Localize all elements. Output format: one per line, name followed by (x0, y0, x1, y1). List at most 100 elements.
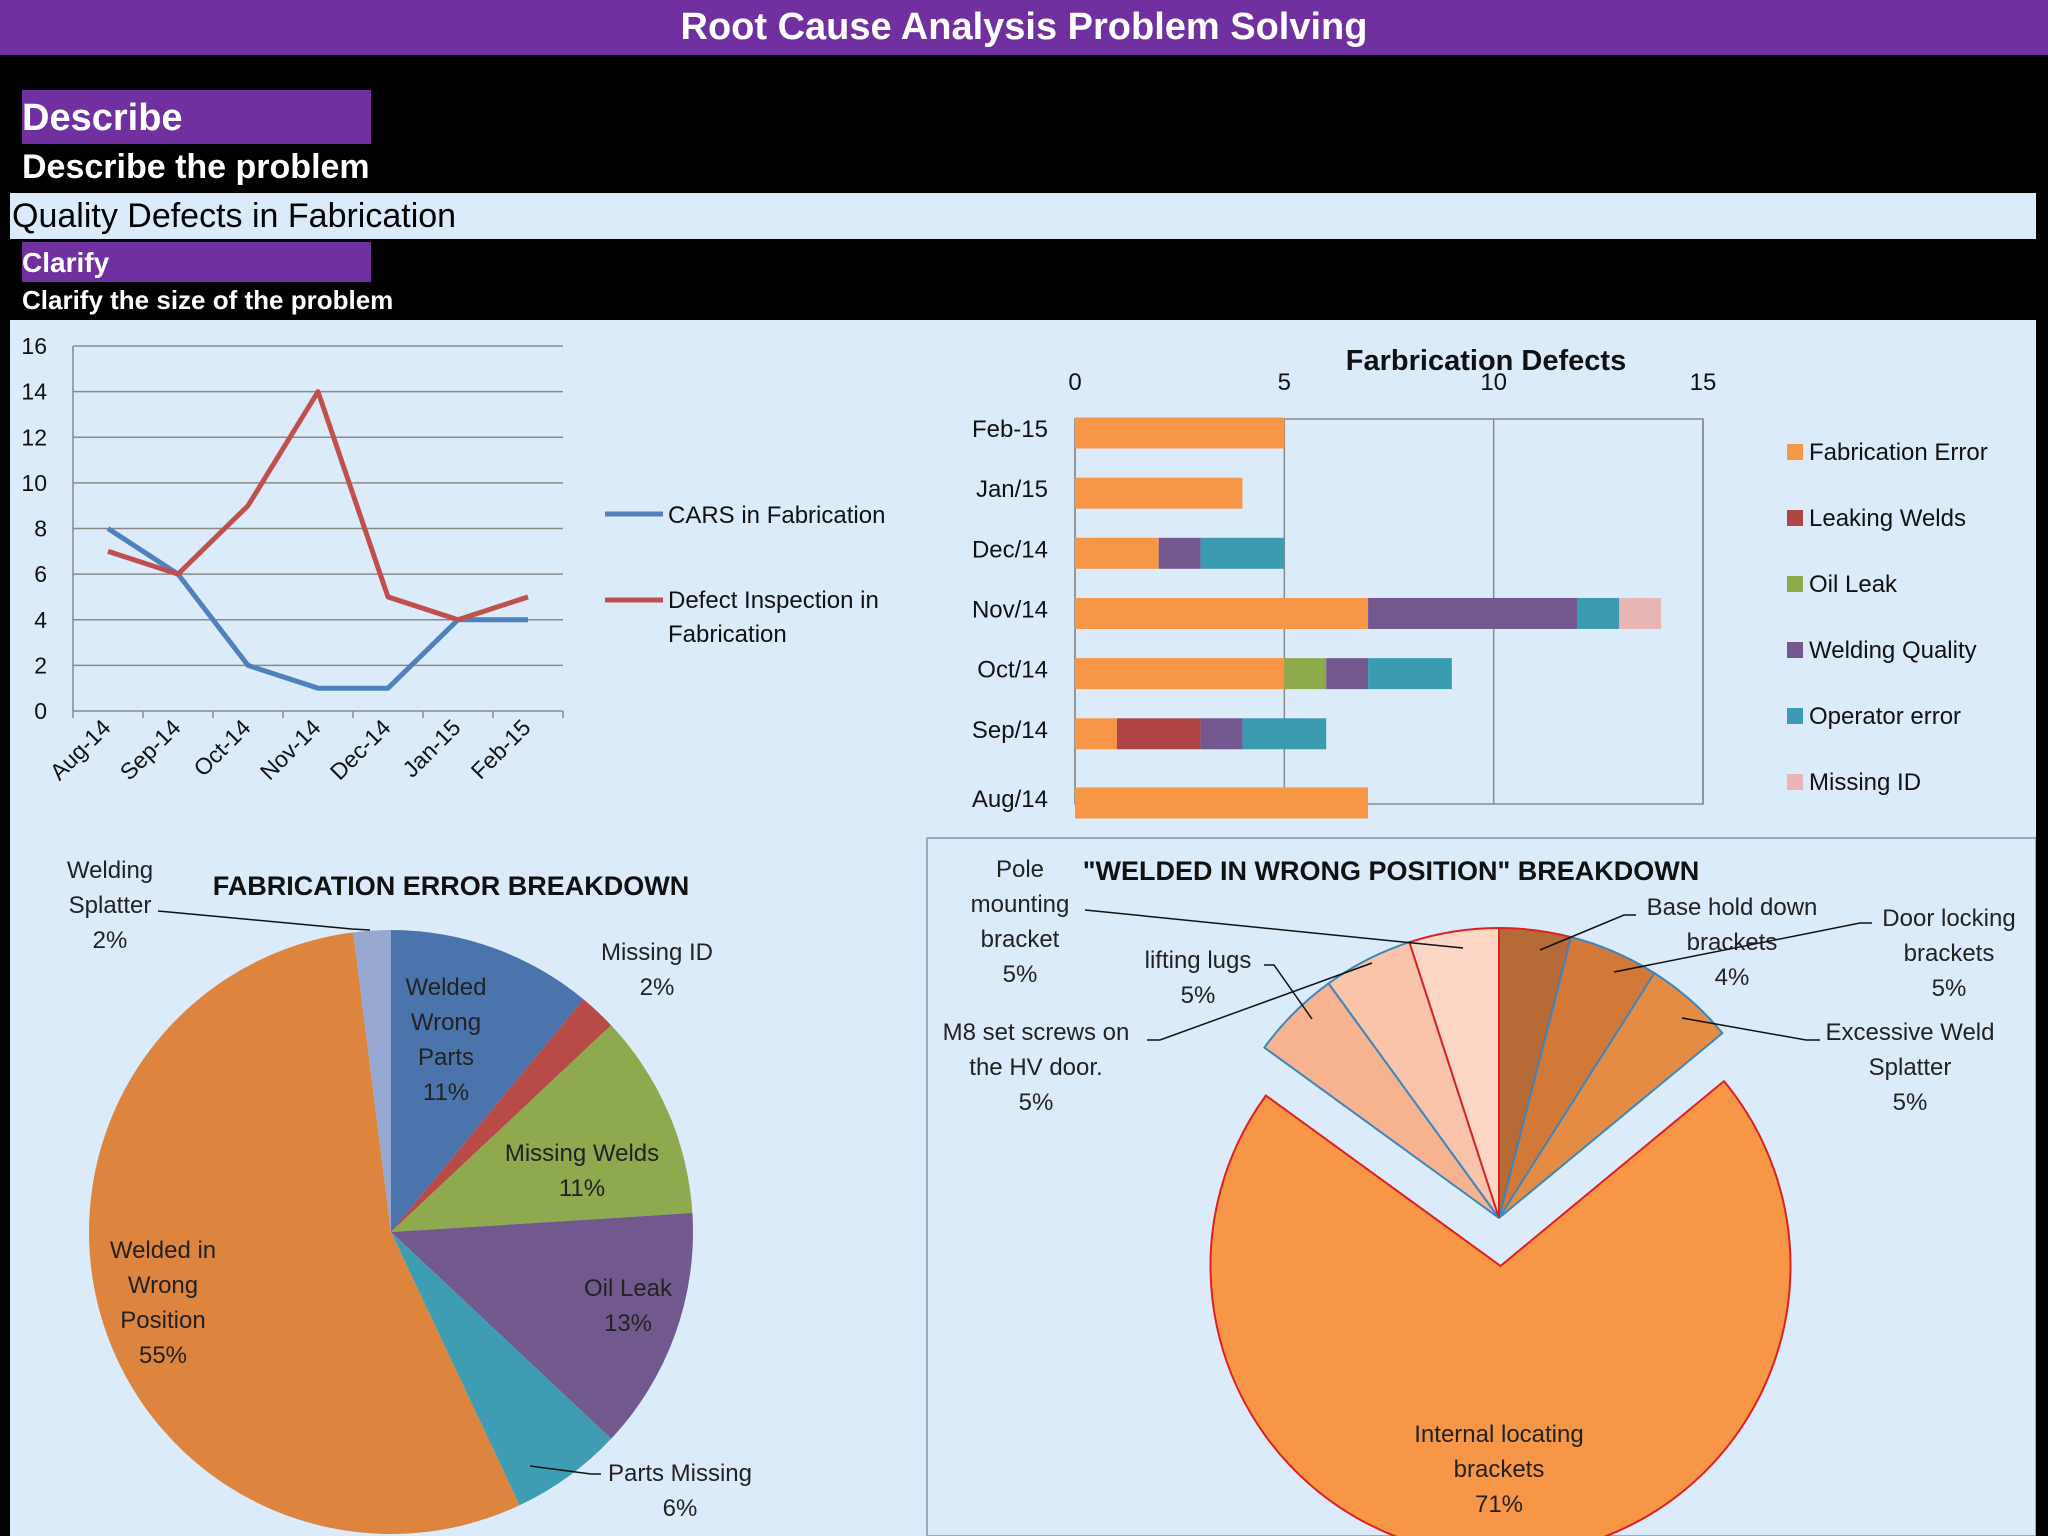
pie2-slice-excessive-weld-splatter (1498, 971, 1724, 1219)
bar-legend-label-welding-quality: Welding Quality (1809, 637, 1977, 664)
line-y-tick-label: 8 (34, 516, 47, 542)
line-x-tick-label: Nov-14 (255, 714, 326, 785)
line-x-tick-label: Jan-15 (397, 714, 465, 782)
pie1-slice-oil-leak (391, 1213, 693, 1439)
pie2-leader-m8 (1147, 962, 1373, 1041)
bar-segment-fabrication-error (1075, 417, 1285, 449)
bar-segment-welding-quality (1158, 537, 1201, 569)
bar-segment-oil-leak (1284, 658, 1327, 690)
bar-legend-swatch-oil-leak (1787, 576, 1803, 592)
problem-statement: Quality Defects in Fabrication (10, 193, 2036, 239)
pie2-leader-door (1613, 922, 1872, 973)
bar-x-tick-label: 15 (1690, 369, 1717, 396)
describe-heading: Describe the problem (22, 148, 370, 186)
line-x-tick-label: Oct-14 (188, 714, 255, 781)
line-y-tick-label: 10 (21, 470, 47, 496)
charts-panel: 0 2 4 6 8 10 12 14 16 Aug-14 Sep-14 Oct-14 Nov-14 Dec… (10, 320, 2036, 1536)
bar-x-tick-label: 0 (1068, 369, 1081, 396)
bar-segment-operator-error (1577, 597, 1620, 629)
pie2-leader-excessive (1681, 1017, 1820, 1041)
bar-legend: Fabrication Error Leaking Welds Oil Leak We… (1787, 439, 1988, 796)
bar-segment-fabrication-error (1075, 787, 1369, 819)
bar-segment-fabrication-error (1075, 537, 1159, 569)
legend-label-cars: CARS in Fabrication (668, 502, 885, 529)
bar-legend-label-oil-leak: Oil Leak (1809, 571, 1898, 598)
bar-legend-swatch-welding-quality (1787, 642, 1803, 658)
describe-section-label: Describe (22, 90, 371, 144)
page-title: Root Cause Analysis Problem Solving (0, 0, 2048, 55)
bar-chart: 0 5 10 15 Feb-15 Jan/15 Dec/14 Nov/14 Oct/14 Sep/… (972, 369, 1717, 819)
pie2-title: "WELDED IN WRONG POSITION" BREAKDOWN (1083, 856, 1700, 886)
pie2-chart (1209, 926, 1792, 1536)
pie2-label-lifting-lugs: lifting lugs 5% (1145, 947, 1252, 1009)
pie2-label-excessive-weld: Excessive Weld Splatter 5% (1826, 1019, 1995, 1116)
line-y-tick-label: 6 (34, 561, 47, 587)
pie2-labels: Pole mounting bracket 5% lifting lugs 5% M8 … (943, 856, 2016, 1518)
pie2-slice-internal-locating-brackets (1209, 1079, 1792, 1536)
pie1-slice-parts-missing (391, 1232, 612, 1506)
pie2-leader-lifting (1264, 964, 1313, 1020)
pie1-slice-missing-welds (391, 1025, 693, 1232)
line-y-tick-label: 14 (21, 379, 47, 405)
pie2-label-base-hold-down: Base hold down brackets 4% (1647, 894, 1818, 991)
bar-segment-fabrication-error (1075, 477, 1243, 509)
legend-label-defect: Defect Inspection in Fabrication (668, 587, 879, 648)
bar-legend-swatch-fabrication-error (1787, 444, 1803, 460)
clarify-section-label: Clarify (22, 242, 371, 282)
bar-y-tick-label: Sep/14 (972, 717, 1048, 744)
bar-y-tick-label: Dec/14 (972, 536, 1048, 563)
pie1-label-missing-id: Missing ID 2% (601, 939, 713, 1001)
bar-segment-operator-error (1242, 718, 1327, 750)
bar-segment-welding-quality (1326, 658, 1369, 690)
bar-segment-operator-error (1368, 658, 1452, 690)
bar-legend-swatch-missing-id (1787, 774, 1803, 790)
line-chart: 0 2 4 6 8 10 12 14 16 Aug-14 Sep-14 Oct-14 Nov-14 Dec… (21, 333, 564, 785)
line-y-tick-label: 4 (34, 607, 47, 633)
bar-segment-welding-quality (1368, 597, 1578, 629)
bar-legend-swatch-operator-error (1787, 708, 1803, 724)
bar-legend-label-missing-id: Missing ID (1809, 769, 1921, 796)
line-y-tick-label: 2 (34, 652, 47, 678)
line-y-tick-label: 0 (34, 698, 47, 724)
bar-y-tick-label: Aug/14 (972, 786, 1048, 813)
line-series-defect-inspection-in-fabrication (107, 389, 529, 623)
pie1-slice-welded-in-wrong-position (89, 932, 520, 1534)
line-x-tick-label: Sep-14 (115, 714, 186, 785)
pie2-frame (926, 837, 2036, 1536)
bar-segment-fabrication-error (1075, 658, 1285, 690)
bar-y-tick-label: Jan/15 (976, 476, 1048, 503)
bar-segment-operator-error (1200, 537, 1285, 569)
bar-legend-label-leaking-welds: Leaking Welds (1809, 505, 1966, 532)
pie1-chart (89, 930, 693, 1534)
pie1-leader-welding-splatter (157, 910, 371, 931)
line-legend: CARS in Fabrication Defect Inspection in… (605, 502, 885, 648)
pie1-label-welded-wrong-parts: Welded Wrong Parts 11% (406, 974, 487, 1106)
bar-segment-leaking-welds (1116, 718, 1201, 750)
pie2-leader-pole (1084, 909, 1464, 949)
pie1-label-parts-missing: Parts Missing 6% (608, 1460, 752, 1522)
bar-segment-fabrication-error (1075, 597, 1369, 629)
pie2-leader-base (1539, 914, 1636, 951)
line-x-tick-label: Aug-14 (45, 714, 116, 785)
pie2-label-pole-mounting-bracket: Pole mounting bracket 5% (971, 856, 1070, 988)
bar-chart-title: Farbrication Defects (1346, 345, 1626, 377)
pie1-slice-missing-id (391, 999, 612, 1232)
pie2-label-internal-locating: Internal locating brackets 71% (1414, 1421, 1583, 1518)
pie1-label-welded-wrong-position: Welded in Wrong Position 55% (110, 1237, 216, 1369)
bar-segment-missing-id (1619, 597, 1662, 629)
bar-segment-fabrication-error (1075, 718, 1117, 750)
bar-segment-welding-quality (1200, 718, 1243, 750)
pie1-label-oil-leak: Oil Leak 13% (584, 1275, 673, 1337)
bar-y-tick-label: Oct/14 (977, 657, 1048, 684)
line-x-tick-label: Feb-15 (466, 714, 536, 784)
clarify-heading: Clarify the size of the problem (22, 285, 394, 315)
pie1-slice-welding-splatter (353, 930, 391, 1232)
line-y-tick-label: 16 (21, 333, 47, 359)
pie1-leader-parts-missing (529, 1465, 601, 1475)
line-x-tick-label: Dec-14 (325, 714, 396, 785)
pie1-slice-welded-wrong-parts (391, 930, 584, 1232)
line-y-tick-label: 12 (21, 424, 47, 450)
pie1-label-missing-welds: Missing Welds 11% (505, 1140, 659, 1202)
line-series-cars-in-fabrication (106, 526, 528, 691)
